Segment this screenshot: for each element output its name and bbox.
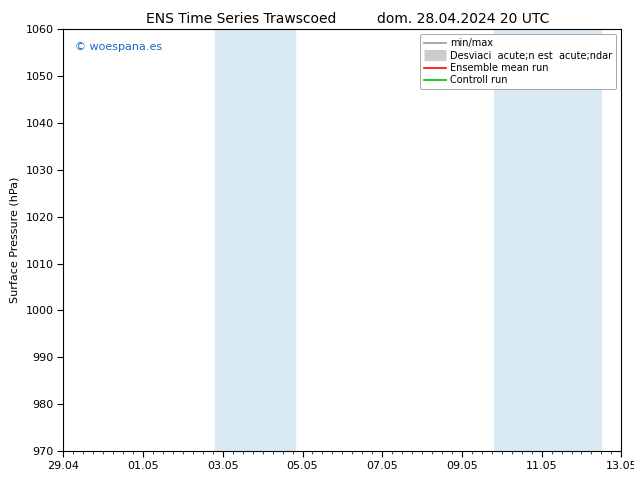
Text: dom. 28.04.2024 20 UTC: dom. 28.04.2024 20 UTC — [377, 12, 549, 26]
Bar — [215, 29, 295, 451]
Text: © woespana.es: © woespana.es — [75, 42, 162, 52]
Text: ENS Time Series Trawscoed: ENS Time Series Trawscoed — [146, 12, 336, 26]
Legend: min/max, Desviaci  acute;n est  acute;ndar, Ensemble mean run, Controll run: min/max, Desviaci acute;n est acute;ndar… — [420, 34, 616, 89]
Bar — [494, 29, 602, 451]
Y-axis label: Surface Pressure (hPa): Surface Pressure (hPa) — [10, 177, 20, 303]
